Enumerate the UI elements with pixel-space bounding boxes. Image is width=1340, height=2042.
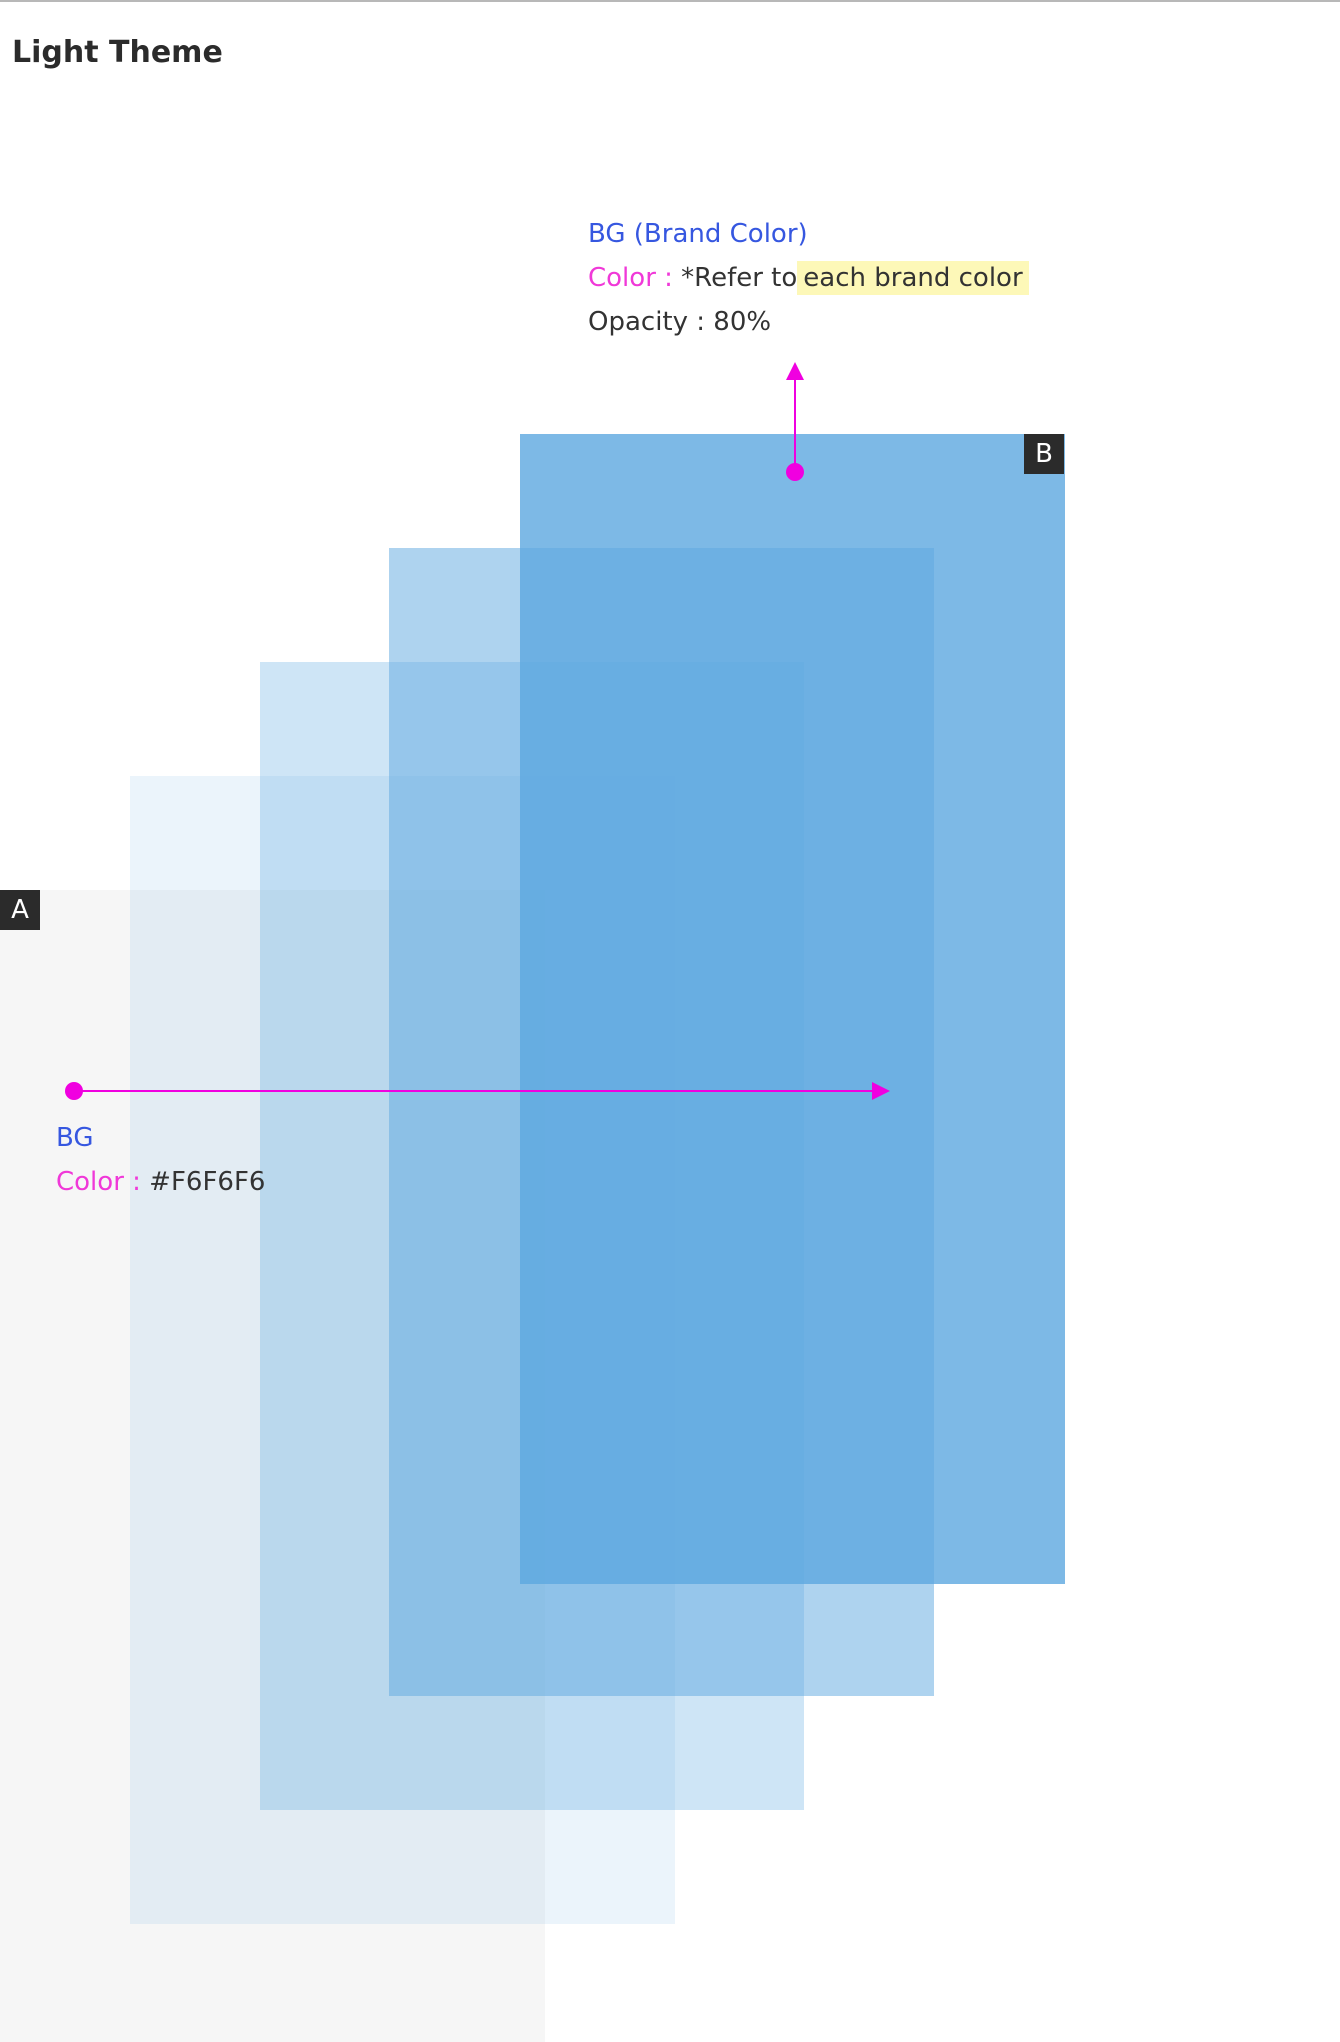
layer-b-opacity: Opacity : 80% bbox=[588, 307, 772, 337]
layer-b-color-line: Color : *Refer to each brand color bbox=[588, 256, 1029, 300]
layer-b-color-prefix: *Refer to bbox=[681, 263, 798, 293]
layer-b-heading: BG (Brand Color) bbox=[588, 219, 808, 249]
layer-a-color-line: Color : #F6F6F6 bbox=[56, 1160, 265, 1204]
layer-b-label: BG (Brand Color) Color : *Refer to each b… bbox=[588, 212, 1029, 344]
layer-a-color-key: Color : bbox=[56, 1167, 141, 1197]
layer-a-label: BG Color : #F6F6F6 bbox=[56, 1116, 265, 1204]
connector-layer-b bbox=[786, 362, 804, 481]
page-title: Light Theme bbox=[12, 35, 223, 70]
layer-b-badge: B bbox=[1024, 434, 1064, 474]
layer-b-color-key: Color : bbox=[588, 263, 673, 293]
layer-a-color-value: #F6F6F6 bbox=[149, 1167, 266, 1197]
top-divider bbox=[0, 0, 1340, 2]
connector-layer-a bbox=[65, 1082, 890, 1100]
layer-a-badge: A bbox=[0, 890, 40, 930]
layer-b-color-highlight: each brand color bbox=[797, 261, 1029, 295]
layer-a-heading: BG bbox=[56, 1123, 94, 1153]
layer-b-panel bbox=[520, 434, 1065, 1584]
